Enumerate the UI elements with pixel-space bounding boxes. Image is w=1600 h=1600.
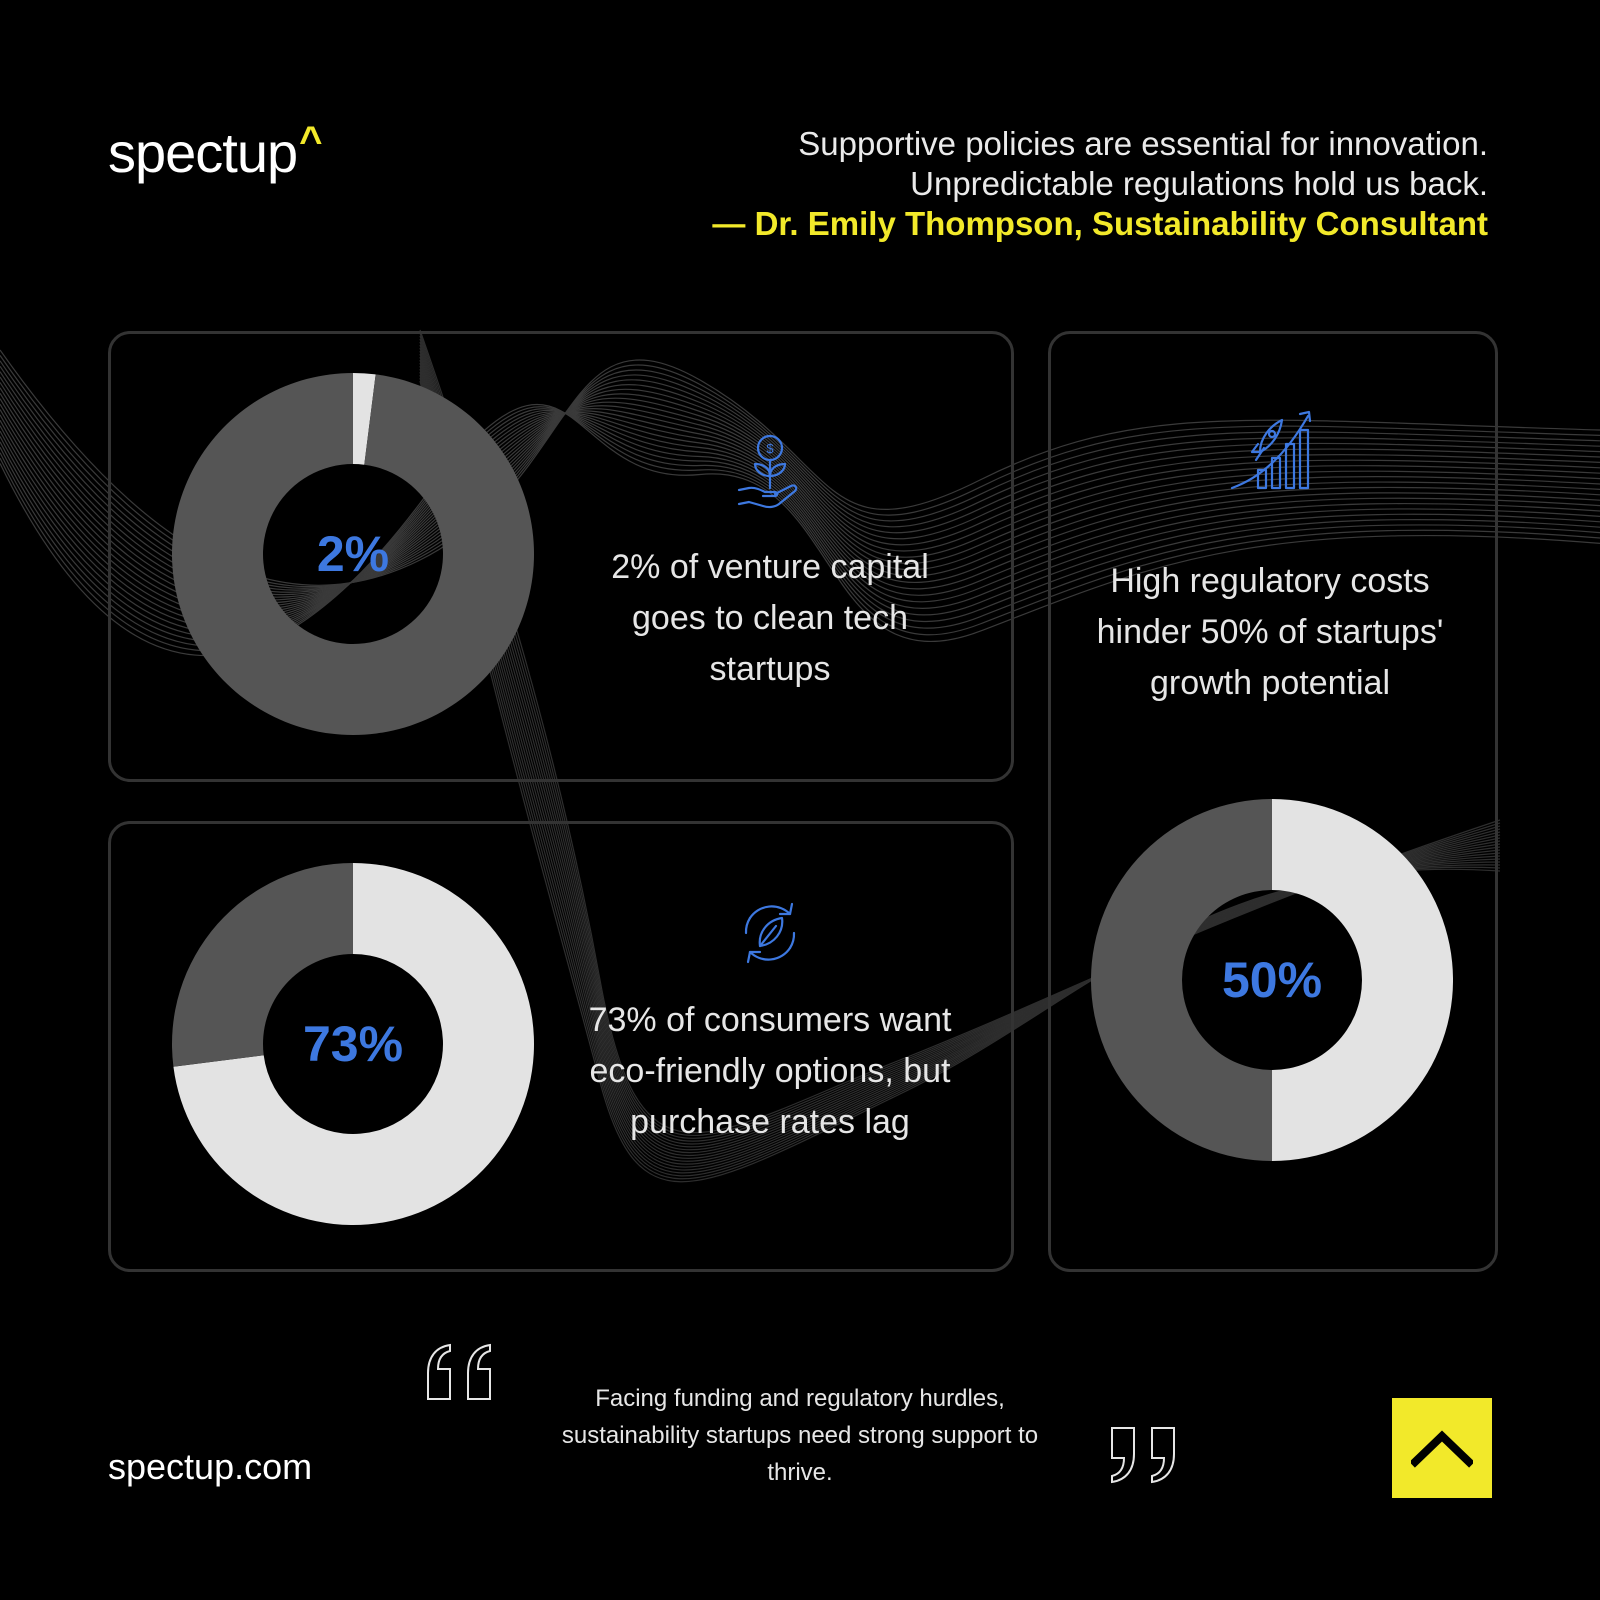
plant-hand-dollar-icon: $ (735, 432, 805, 515)
stat-description-regulatory-costs: High regulatory costs hinder 50% of star… (1096, 562, 1444, 702)
donut-segment-remainder (1091, 799, 1272, 1161)
open-quote-icon (426, 1343, 496, 1408)
svg-text:$: $ (766, 441, 774, 456)
donut-segment-highlight (353, 373, 376, 465)
header-quote-attribution: — Dr. Emily Thompson, Sustainability Con… (712, 205, 1488, 242)
spectup-logo: spectup^ (108, 119, 323, 184)
header-quote: Supportive policies are essential for in… (712, 124, 1488, 244)
donut-svg (172, 373, 534, 735)
rocket-growth-chart-icon (1230, 408, 1316, 497)
donut-svg (172, 863, 534, 1225)
close-quote-icon (1106, 1424, 1176, 1489)
donut-chart-2-percent: 2% (172, 373, 534, 735)
recycle-leaf-icon (738, 898, 802, 973)
donut-svg (1091, 799, 1453, 1161)
donut-segment-remainder (172, 863, 353, 1067)
footer-website-link[interactable]: spectup.com (108, 1446, 313, 1487)
bottom-quote-text: Facing funding and regulatory hurdles, s… (561, 1385, 1039, 1486)
donut-chart-73-percent: 73% (172, 863, 534, 1225)
stat-description-eco-consumers: 73% of consumers want eco-friendly optio… (588, 1001, 952, 1141)
donut-label: 2% (316, 526, 390, 582)
stat-description-venture-capital: 2% of venture capital goes to clean tech… (611, 548, 929, 688)
header-quote-line-2: Unpredictable regulations hold us back. (910, 165, 1488, 202)
donut-chart-50-percent: 50% (1091, 799, 1453, 1161)
donut-segment-remainder (172, 373, 534, 735)
header-quote-line-1: Supportive policies are essential for in… (798, 125, 1488, 162)
chevron-up-icon (1411, 1430, 1473, 1468)
donut-segment-highlight (173, 863, 534, 1225)
donut-label: 50% (1221, 952, 1323, 1008)
donut-segment-highlight (1272, 799, 1453, 1161)
donut-label: 73% (302, 1016, 404, 1072)
scroll-to-top-button[interactable] (1392, 1398, 1492, 1498)
